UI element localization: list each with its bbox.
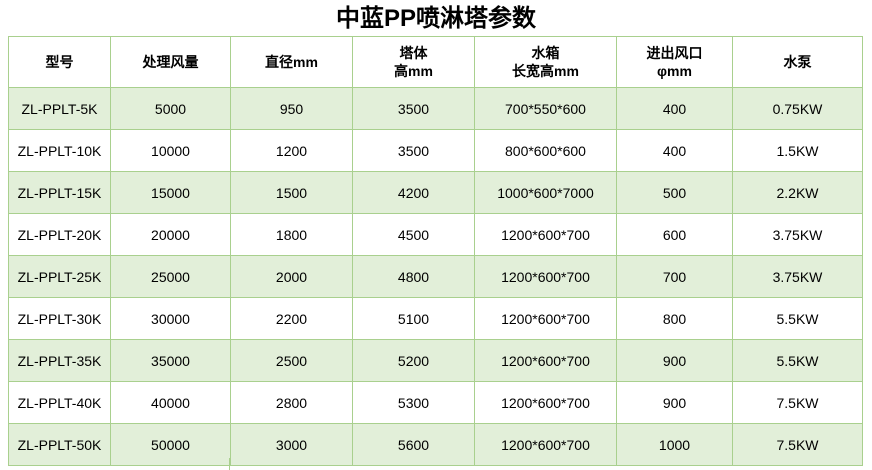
cell-diameter: 1200 — [230, 129, 353, 172]
cell-tower-height: 5100 — [352, 297, 475, 340]
column-header-airflow-line1: 处理风量 — [142, 54, 199, 70]
cell-airflow: 5000 — [110, 87, 231, 130]
cell-airflow: 10000 — [110, 129, 231, 172]
column-header-model-line1: 型号 — [45, 54, 74, 70]
cell-model: ZL-PPLT-50K — [8, 423, 111, 466]
cell-tower-height: 4500 — [352, 213, 475, 256]
cell-model: ZL-PPLT-15K — [8, 171, 111, 214]
cell-diameter: 2200 — [230, 297, 353, 340]
cell-pump: 1.5KW — [732, 129, 863, 172]
table-row: ZL-PPLT-30K 30000 2200 5100 1200*600*700… — [8, 297, 863, 340]
column-header-water-tank-line2: 长宽高mm — [512, 63, 579, 79]
table-header-row: 型号 处理风量 直径mm 塔体 高mm 水箱 长宽高mm — [8, 36, 863, 88]
cell-model: ZL-PPLT-10K — [8, 129, 111, 172]
column-header-water-tank-line1: 水箱 — [531, 45, 560, 61]
column-header-tower-height-line1: 塔体 — [399, 45, 428, 61]
cell-airflow: 15000 — [110, 171, 231, 214]
cell-duct: 900 — [616, 339, 733, 382]
cell-model: ZL-PPLT-30K — [8, 297, 111, 340]
cell-duct: 900 — [616, 381, 733, 424]
cell-duct: 400 — [616, 129, 733, 172]
cell-model: ZL-PPLT-35K — [8, 339, 111, 382]
column-header-model: 型号 — [8, 36, 111, 88]
cell-airflow: 35000 — [110, 339, 231, 382]
column-header-pump-line1: 水泵 — [783, 54, 812, 70]
spec-table-container: 型号 处理风量 直径mm 塔体 高mm 水箱 长宽高mm — [8, 36, 863, 466]
cell-tower-height: 3500 — [352, 129, 475, 172]
cell-water-tank: 1000*600*7000 — [474, 171, 617, 214]
cell-water-tank: 1200*600*700 — [474, 297, 617, 340]
cell-pump: 0.75KW — [732, 87, 863, 130]
column-header-airflow: 处理风量 — [110, 36, 231, 88]
cell-water-tank: 1200*600*700 — [474, 255, 617, 298]
cell-airflow: 20000 — [110, 213, 231, 256]
cell-model: ZL-PPLT-25K — [8, 255, 111, 298]
column-header-duct: 进出风口 φmm — [616, 36, 733, 88]
column-header-diameter-line1: 直径mm — [265, 54, 318, 70]
column-header-tower-height: 塔体 高mm — [352, 36, 475, 88]
column-header-tower-height-line2: 高mm — [394, 63, 433, 79]
cell-tower-height: 4200 — [352, 171, 475, 214]
cell-diameter: 2800 — [230, 381, 353, 424]
column-header-water-tank: 水箱 长宽高mm — [474, 36, 617, 88]
cell-airflow: 30000 — [110, 297, 231, 340]
cell-pump: 3.75KW — [732, 255, 863, 298]
cell-water-tank: 1200*600*700 — [474, 423, 617, 466]
table-row: ZL-PPLT-5K 5000 950 3500 700*550*600 400… — [8, 87, 863, 130]
cell-pump: 7.5KW — [732, 381, 863, 424]
spec-table: 型号 处理风量 直径mm 塔体 高mm 水箱 长宽高mm — [8, 36, 863, 466]
cell-tower-height: 5300 — [352, 381, 475, 424]
cell-model: ZL-PPLT-40K — [8, 381, 111, 424]
cell-tower-height: 5200 — [352, 339, 475, 382]
cell-pump: 5.5KW — [732, 297, 863, 340]
cell-diameter: 1500 — [230, 171, 353, 214]
table-row: ZL-PPLT-15K 15000 1500 4200 1000*600*700… — [8, 171, 863, 214]
cell-duct: 500 — [616, 171, 733, 214]
table-row: ZL-PPLT-35K 35000 2500 5200 1200*600*700… — [8, 339, 863, 382]
cell-airflow: 40000 — [110, 381, 231, 424]
table-row: ZL-PPLT-25K 25000 2000 4800 1200*600*700… — [8, 255, 863, 298]
cell-airflow: 50000 — [110, 423, 231, 466]
cell-duct: 800 — [616, 297, 733, 340]
page-title: 中蓝PP喷淋塔参数 — [335, 5, 536, 32]
cell-pump: 2.2KW — [732, 171, 863, 214]
cell-water-tank: 700*550*600 — [474, 87, 617, 130]
table-body: ZL-PPLT-5K 5000 950 3500 700*550*600 400… — [8, 87, 863, 466]
cell-water-tank: 1200*600*700 — [474, 339, 617, 382]
cell-water-tank: 1200*600*700 — [474, 213, 617, 256]
table-border-stub — [229, 458, 230, 470]
cell-tower-height: 4800 — [352, 255, 475, 298]
cell-diameter: 950 — [230, 87, 353, 130]
cell-airflow: 25000 — [110, 255, 231, 298]
column-header-duct-line2: φmm — [657, 63, 692, 79]
cell-pump: 7.5KW — [732, 423, 863, 466]
cell-duct: 700 — [616, 255, 733, 298]
cell-duct: 400 — [616, 87, 733, 130]
cell-model: ZL-PPLT-20K — [8, 213, 111, 256]
table-header: 型号 处理风量 直径mm 塔体 高mm 水箱 长宽高mm — [8, 36, 863, 88]
column-header-duct-line1: 进出风口 — [646, 45, 703, 61]
cell-pump: 5.5KW — [732, 339, 863, 382]
column-header-diameter: 直径mm — [230, 36, 353, 88]
table-row: ZL-PPLT-40K 40000 2800 5300 1200*600*700… — [8, 381, 863, 424]
cell-tower-height: 3500 — [352, 87, 475, 130]
table-row: ZL-PPLT-10K 10000 1200 3500 800*600*600 … — [8, 129, 863, 172]
cell-diameter: 2500 — [230, 339, 353, 382]
cell-diameter: 2000 — [230, 255, 353, 298]
cell-tower-height: 5600 — [352, 423, 475, 466]
table-row: ZL-PPLT-20K 20000 1800 4500 1200*600*700… — [8, 213, 863, 256]
table-row: ZL-PPLT-50K 50000 3000 5600 1200*600*700… — [8, 423, 863, 466]
cell-water-tank: 800*600*600 — [474, 129, 617, 172]
cell-water-tank: 1200*600*700 — [474, 381, 617, 424]
cell-diameter: 1800 — [230, 213, 353, 256]
cell-pump: 3.75KW — [732, 213, 863, 256]
cell-model: ZL-PPLT-5K — [8, 87, 111, 130]
column-header-pump: 水泵 — [732, 36, 863, 88]
cell-duct: 1000 — [616, 423, 733, 466]
cell-duct: 600 — [616, 213, 733, 256]
cell-diameter: 3000 — [230, 423, 353, 466]
